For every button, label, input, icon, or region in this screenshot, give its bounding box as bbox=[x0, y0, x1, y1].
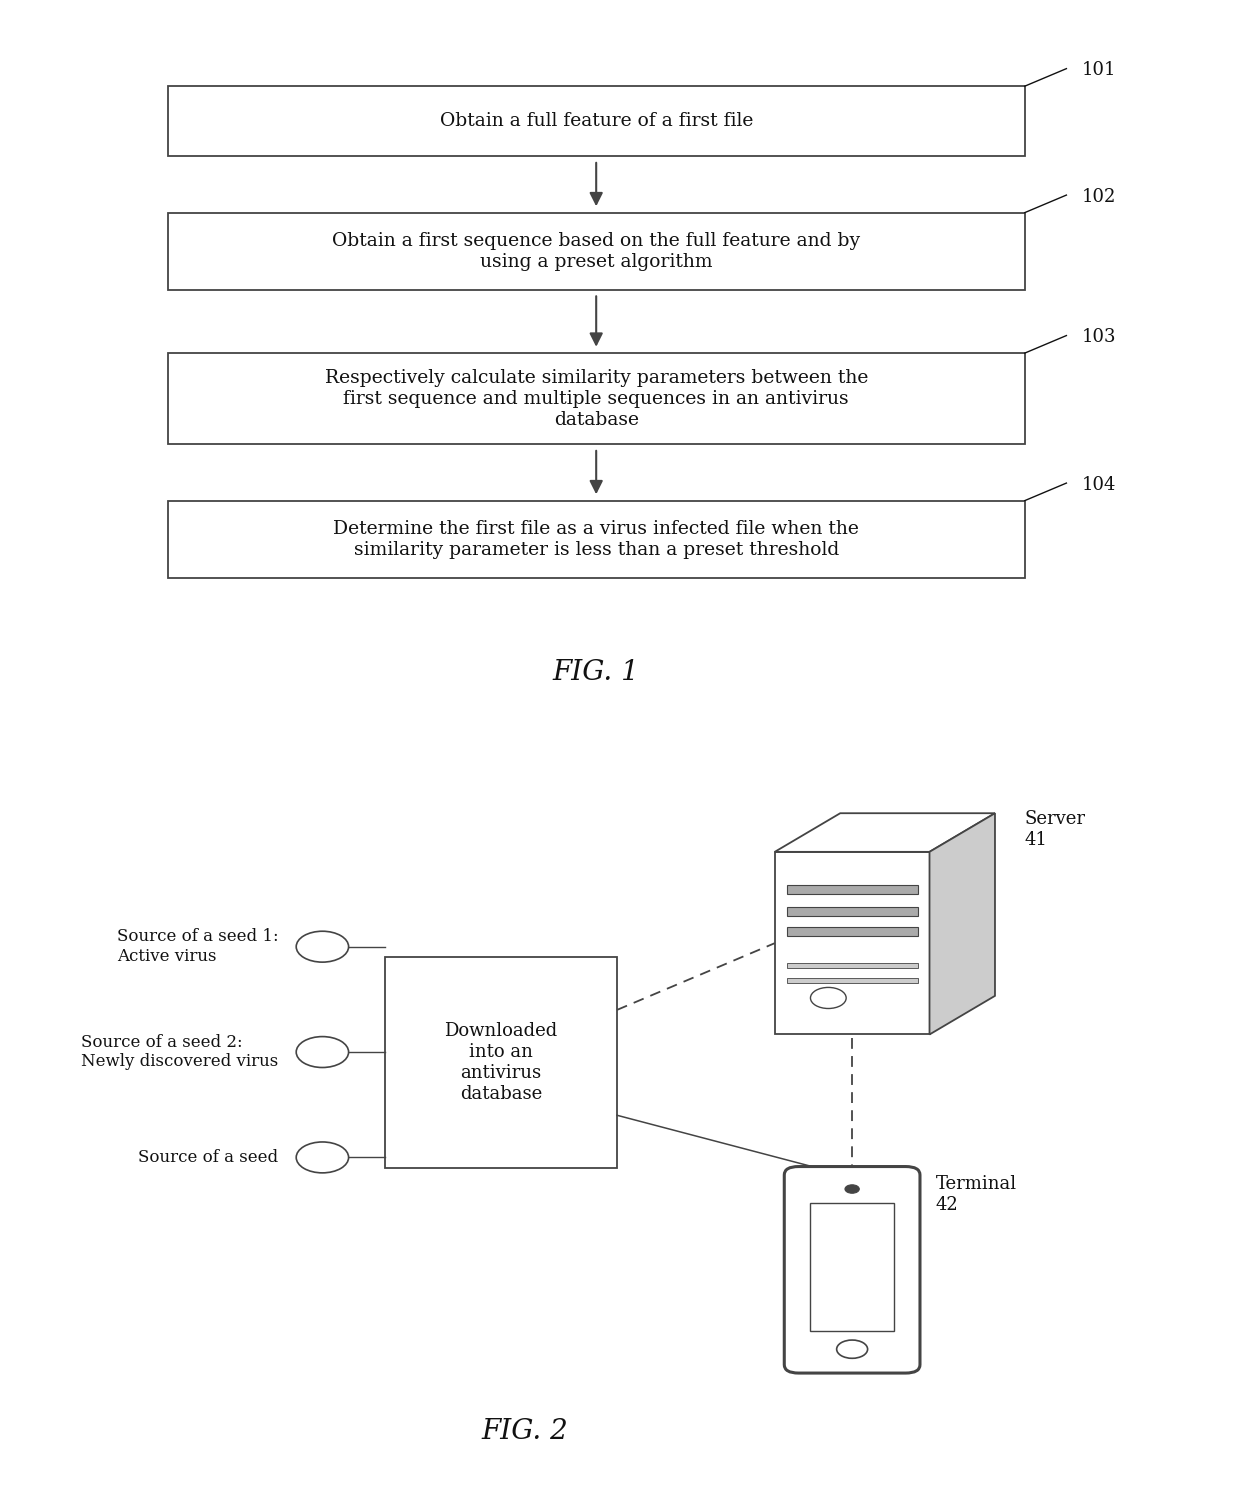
Text: Determine the first file as a virus infected file when the
similarity parameter : Determine the first file as a virus infe… bbox=[334, 520, 859, 558]
FancyBboxPatch shape bbox=[167, 213, 1024, 290]
Text: FIG. 1: FIG. 1 bbox=[553, 658, 640, 686]
FancyBboxPatch shape bbox=[784, 1167, 920, 1372]
Text: 102: 102 bbox=[1081, 188, 1116, 206]
Text: Obtain a full feature of a first file: Obtain a full feature of a first file bbox=[439, 112, 753, 130]
Text: 101: 101 bbox=[1081, 62, 1116, 80]
FancyBboxPatch shape bbox=[786, 978, 918, 982]
Text: Source of a seed: Source of a seed bbox=[138, 1149, 278, 1166]
Text: 104: 104 bbox=[1081, 476, 1116, 494]
Text: Obtain a first sequence based on the full feature and by
using a preset algorith: Obtain a first sequence based on the ful… bbox=[332, 232, 861, 270]
FancyBboxPatch shape bbox=[811, 1203, 894, 1330]
Text: Terminal
42: Terminal 42 bbox=[935, 1174, 1017, 1214]
FancyBboxPatch shape bbox=[167, 86, 1024, 156]
Polygon shape bbox=[775, 813, 994, 852]
Circle shape bbox=[296, 1142, 348, 1173]
Circle shape bbox=[844, 1185, 859, 1192]
Circle shape bbox=[837, 1340, 868, 1359]
FancyBboxPatch shape bbox=[775, 852, 930, 1035]
FancyBboxPatch shape bbox=[786, 927, 918, 936]
FancyBboxPatch shape bbox=[167, 352, 1024, 444]
Circle shape bbox=[296, 932, 348, 962]
Text: Downloaded
into an
antivirus
database: Downloaded into an antivirus database bbox=[444, 1023, 558, 1102]
FancyBboxPatch shape bbox=[384, 957, 618, 1168]
FancyBboxPatch shape bbox=[786, 908, 918, 916]
Circle shape bbox=[811, 987, 846, 1008]
Text: FIG. 2: FIG. 2 bbox=[481, 1418, 568, 1444]
Text: 103: 103 bbox=[1081, 328, 1116, 346]
Text: Source of a seed 2:
Newly discovered virus: Source of a seed 2: Newly discovered vir… bbox=[81, 1034, 278, 1071]
FancyBboxPatch shape bbox=[167, 501, 1024, 578]
FancyBboxPatch shape bbox=[786, 885, 918, 894]
FancyBboxPatch shape bbox=[786, 963, 918, 968]
Circle shape bbox=[296, 1036, 348, 1068]
Polygon shape bbox=[930, 813, 994, 1035]
Text: Respectively calculate similarity parameters between the
first sequence and mult: Respectively calculate similarity parame… bbox=[325, 369, 868, 429]
Text: Source of a seed 1:
Active virus: Source of a seed 1: Active virus bbox=[117, 928, 278, 964]
Text: Server
41: Server 41 bbox=[1024, 810, 1086, 849]
